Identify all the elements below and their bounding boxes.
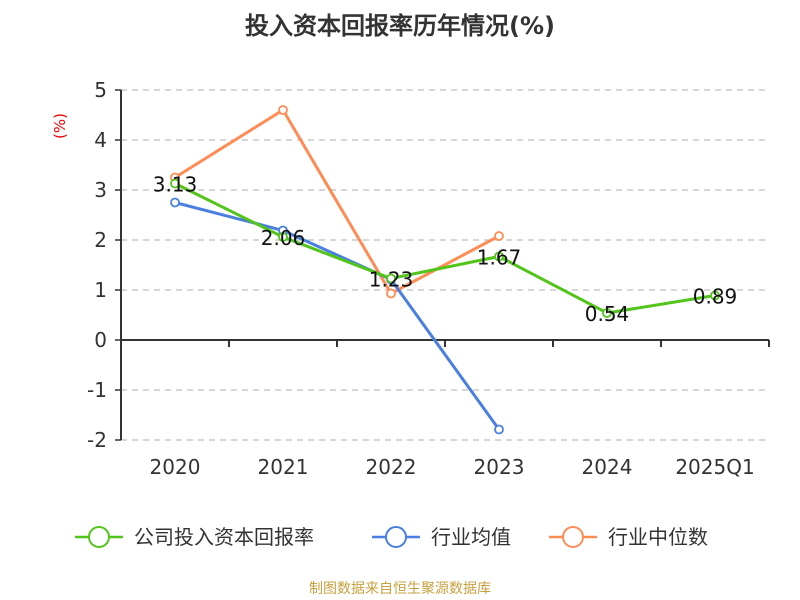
- y-tick-label: 3: [94, 178, 107, 202]
- x-tick-label: 2021: [258, 455, 309, 479]
- data-label: 3.13: [153, 173, 198, 197]
- y-tick-label: -2: [87, 428, 107, 452]
- data-point: [386, 273, 396, 284]
- data-point: [602, 308, 612, 318]
- legend-label: 行业中位数: [608, 525, 708, 549]
- x-tick-label: 2024: [582, 455, 633, 479]
- data-point: [494, 424, 504, 435]
- data-point: [710, 290, 720, 301]
- data-label: 0.54: [585, 302, 630, 326]
- data-point: [494, 231, 504, 241]
- legend-label: 行业均值: [431, 525, 511, 549]
- x-tick-label: 2022: [366, 455, 417, 479]
- x-tick-label: 2023: [474, 455, 525, 479]
- series-line-0: [174, 182, 716, 315]
- legend-marker: [385, 526, 407, 548]
- y-tick-label: 4: [94, 128, 107, 152]
- legend-marker: [562, 526, 584, 548]
- data-label: 1.67: [477, 246, 522, 270]
- data-point: [278, 105, 288, 115]
- x-tick-label: 2025Q1: [675, 455, 754, 479]
- data-point: [278, 232, 288, 242]
- chart-title: 投入资本回报率历年情况(%): [245, 12, 555, 40]
- data-label: 1.23: [369, 268, 414, 292]
- source-note: 制图数据来自恒生聚源数据库: [309, 581, 491, 597]
- data-label: 2.06: [261, 226, 306, 250]
- y-tick-label: 5: [94, 78, 107, 102]
- y-tick-label: 0: [94, 328, 107, 352]
- data-point: [170, 178, 180, 189]
- y-tick-label: -1: [87, 378, 107, 402]
- x-tick-label: 2020: [150, 455, 201, 479]
- y-tick-label: 1: [94, 278, 107, 302]
- legend-label: 公司投入资本回报率: [134, 525, 314, 549]
- data-label: 0.89: [693, 285, 738, 309]
- y-axis-label: (%): [51, 113, 69, 139]
- series-line-2: [174, 107, 500, 296]
- y-tick-label: 2: [94, 228, 107, 252]
- data-point: [386, 288, 396, 299]
- legend-marker: [88, 526, 110, 548]
- data-point: [170, 197, 180, 208]
- data-point: [494, 251, 504, 262]
- series-line-1: [174, 201, 501, 431]
